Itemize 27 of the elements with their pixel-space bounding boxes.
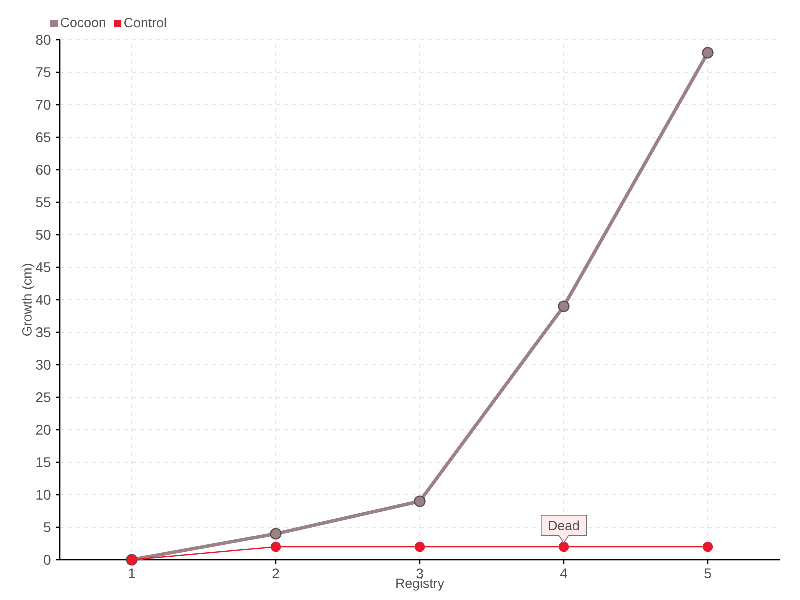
legend-label: Cocoon	[61, 18, 106, 28]
y-tick-label: 55	[36, 198, 51, 208]
x-tick-label: 3	[416, 568, 424, 579]
x-tick-label: 2	[272, 568, 280, 578]
y-tick-label: 50	[36, 230, 51, 240]
legend-label: Control	[124, 18, 166, 28]
y-tick-label: 40	[36, 295, 51, 305]
y-tick-label: 45	[36, 262, 51, 272]
x-tick-label: 4	[560, 568, 568, 578]
y-tick-label: 65	[36, 132, 51, 142]
y-tick-label: 5	[44, 522, 51, 532]
y-tick-label: 80	[36, 35, 51, 45]
y-tick-label: 10	[36, 490, 51, 500]
x-tick-label: 1	[129, 568, 136, 578]
y-tick-label: 70	[36, 100, 51, 110]
y-tick-label: 15	[36, 458, 51, 468]
y-tick-label: 75	[36, 68, 51, 78]
y-tick-label: 30	[36, 360, 51, 370]
y-tick-label: 25	[36, 392, 51, 402]
y-tick-label: 60	[36, 165, 51, 175]
annotation: Dead	[549, 520, 580, 531]
x-tick-label: 5	[704, 568, 712, 578]
x-axis-title: Registry	[396, 578, 444, 591]
y-tick-label: 35	[36, 328, 51, 338]
y-axis-title: Growth (cm)	[22, 264, 35, 336]
y-tick-label: 0	[44, 555, 51, 565]
y-tick-label: 20	[36, 425, 51, 435]
